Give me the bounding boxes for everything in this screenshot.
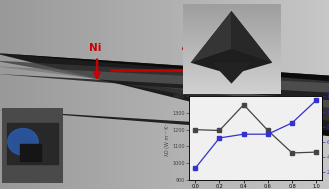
Y-axis label: λD (W m⁻¹ K⁻¹): λD (W m⁻¹ K⁻¹) [165, 119, 170, 156]
PathPatch shape [0, 110, 329, 136]
Polygon shape [232, 11, 272, 63]
Ellipse shape [8, 129, 38, 155]
PathPatch shape [0, 66, 329, 108]
Polygon shape [212, 63, 251, 84]
Polygon shape [191, 11, 232, 63]
Bar [20, 144, 41, 161]
PathPatch shape [0, 53, 329, 136]
PathPatch shape [0, 60, 329, 121]
PathPatch shape [0, 74, 329, 100]
Polygon shape [191, 11, 272, 63]
PathPatch shape [0, 53, 329, 81]
Bar [7, 123, 58, 164]
Polygon shape [191, 49, 272, 74]
Text: Ni: Ni [89, 43, 101, 53]
